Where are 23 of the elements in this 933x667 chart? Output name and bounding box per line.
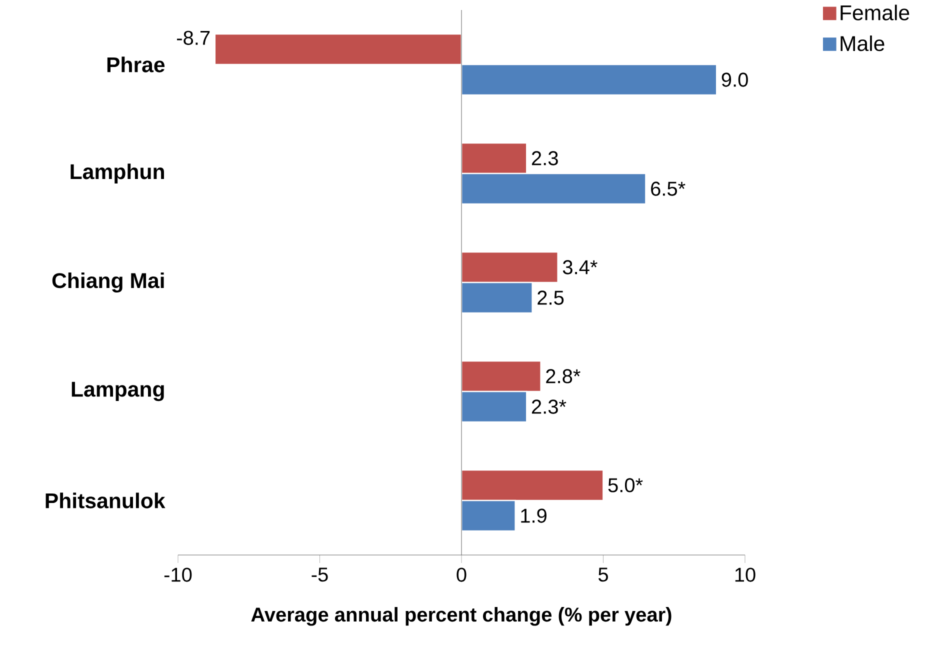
data-label: -8.7 xyxy=(177,30,210,45)
legend-label: Male xyxy=(840,36,884,52)
y-tick-label: Phrae xyxy=(107,56,165,72)
x-axis-title: Average annual percent change (% per year) xyxy=(251,607,672,626)
data-label: 6.5* xyxy=(651,182,686,196)
x-tick-label: 0 xyxy=(456,568,466,582)
x-tick-label: -5 xyxy=(312,568,328,582)
data-label: 2.5 xyxy=(538,290,564,305)
y-tick-label: Phitsanulok xyxy=(46,492,166,508)
data-label: 2.8* xyxy=(546,369,580,384)
data-label: 3.4* xyxy=(562,260,598,274)
data-label: 2.3 xyxy=(532,151,558,166)
x-tick-label: 10 xyxy=(735,568,756,582)
x-tick-label: 5 xyxy=(598,568,608,582)
data-label: 2.3* xyxy=(532,400,566,414)
legend-label: Female xyxy=(840,4,910,20)
data-label: 5.0* xyxy=(608,478,643,492)
data-label: 9.0 xyxy=(722,72,748,87)
y-tick-label: Lampang xyxy=(72,382,164,402)
y-tick-label: Chiang Mai xyxy=(52,272,164,292)
x-tick-label: -10 xyxy=(164,568,192,582)
y-tick-label: Lamphun xyxy=(70,164,164,184)
data-label: 1.9 xyxy=(521,508,546,523)
